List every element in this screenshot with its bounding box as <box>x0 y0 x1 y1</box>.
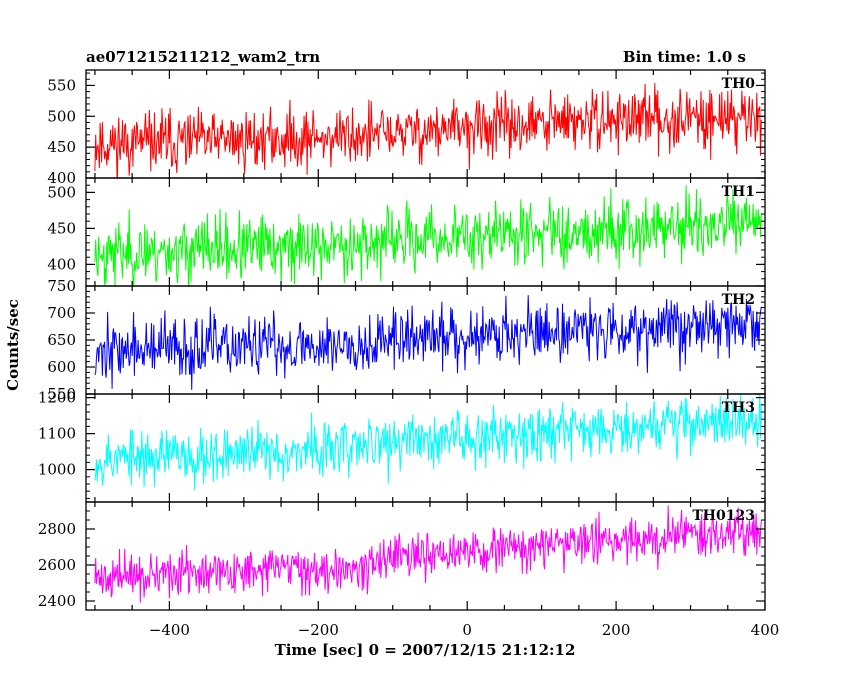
series-th1-line <box>94 185 762 286</box>
y-axis-label: Counts/sec <box>4 299 22 391</box>
chart-title: ae071215211212_wam2_trn <box>86 48 320 66</box>
y-tick-label: 750 <box>47 277 76 295</box>
x-axis: −400 −200 0 200 400 <box>149 621 780 639</box>
panel-label-th0123: TH0123 <box>692 508 755 524</box>
y-tick-label: 550 <box>47 76 76 94</box>
panel-label-th0: TH0 <box>722 76 756 92</box>
panel-th2: TH2 550 600 650 700 750 <box>47 277 766 403</box>
y-tick-label: 400 <box>47 255 76 273</box>
y-tick-label: 450 <box>47 138 76 156</box>
x-tick-label: 200 <box>602 621 631 639</box>
series-th3-line <box>94 394 762 491</box>
y-tick-label: 1100 <box>38 425 76 443</box>
panel-th3: TH3 1000 1100 1200 <box>38 389 766 503</box>
x-tick-label: −400 <box>149 621 190 639</box>
panel-th1: TH1 400 450 500 <box>47 177 766 287</box>
x-tick-label: −200 <box>298 621 339 639</box>
panel-th0: TH0 400 450 500 550 <box>47 69 766 187</box>
y-tick-label: 1200 <box>38 389 76 407</box>
y-tick-label: 2600 <box>38 556 76 574</box>
bin-time-label: Bin time: 1.0 s <box>623 48 746 66</box>
y-tick-label: 2400 <box>38 592 76 610</box>
y-tick-label: 600 <box>47 358 76 376</box>
series-th0123-line <box>94 505 762 603</box>
x-tick-label: 0 <box>462 621 472 639</box>
y-tick-label: 2800 <box>38 520 76 538</box>
y-tick-label: 1000 <box>38 461 76 479</box>
panel-frame <box>85 501 766 611</box>
panel-th0123: TH0123 2400 2600 2800 <box>38 501 766 611</box>
panel-label-th1: TH1 <box>722 184 755 200</box>
y-tick-label: 700 <box>47 304 76 322</box>
panels-group: TH0 400 450 500 550 TH1 400 450 500 TH2 550 600 650 7… <box>38 69 766 611</box>
x-axis-label: Time [sec] 0 = 2007/12/15 21:12:12 <box>275 641 576 659</box>
x-tick-label: 400 <box>751 621 780 639</box>
y-tick-label: 650 <box>47 331 76 349</box>
y-tick-label: 450 <box>47 219 76 237</box>
series-th0-line <box>94 82 762 178</box>
y-tick-label: 550 <box>47 385 76 403</box>
series-th2-line <box>94 295 762 390</box>
y-tick-label: 400 <box>47 169 76 187</box>
y-tick-label: 500 <box>47 107 76 125</box>
y-tick-label: 500 <box>47 183 76 201</box>
panel-label-th2: TH2 <box>722 292 755 308</box>
panel-label-th3: TH3 <box>722 400 755 416</box>
